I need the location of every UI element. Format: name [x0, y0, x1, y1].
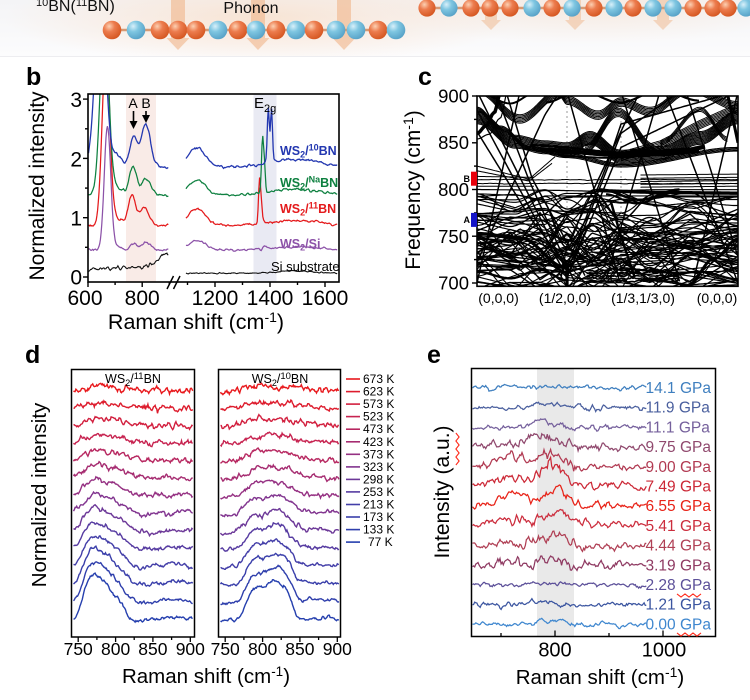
svg-text:850: 850 — [438, 132, 469, 153]
svg-text:(1/3,1/3,0): (1/3,1/3,0) — [611, 290, 675, 306]
svg-text:A: A — [128, 95, 138, 111]
svg-text:9.75 GPa: 9.75 GPa — [646, 439, 712, 456]
svg-text:900: 900 — [176, 639, 205, 659]
svg-text:WS2/11BN: WS2/11BN — [105, 371, 161, 388]
svg-text:2.28 GPa: 2.28 GPa — [646, 577, 712, 594]
svg-text:3.19 GPa: 3.19 GPa — [646, 557, 712, 574]
svg-text:11.9 GPa: 11.9 GPa — [646, 400, 711, 417]
svg-text:600: 600 — [67, 287, 102, 310]
svg-text:7.49 GPa: 7.49 GPa — [646, 479, 712, 496]
svg-text:1200: 1200 — [192, 287, 239, 310]
svg-text:850: 850 — [285, 639, 314, 659]
svg-text:800: 800 — [538, 640, 571, 662]
svg-text:Normalized intensity: Normalized intensity — [26, 91, 49, 281]
svg-text:Raman shift (cm-1): Raman shift (cm-1) — [122, 664, 290, 688]
svg-text:11.1 GPa: 11.1 GPa — [646, 419, 711, 436]
svg-text:3: 3 — [70, 89, 82, 112]
svg-text:0: 0 — [70, 267, 82, 290]
svg-text:750: 750 — [211, 639, 240, 659]
svg-text:253 K: 253 K — [363, 485, 394, 499]
svg-text:850: 850 — [138, 639, 167, 659]
svg-text:473 K: 473 K — [363, 422, 394, 436]
svg-text:Phonon: Phonon — [223, 0, 278, 17]
svg-text:700: 700 — [438, 273, 469, 294]
svg-text:800: 800 — [438, 179, 469, 200]
svg-text:298 K: 298 K — [363, 472, 394, 486]
svg-text:6.55 GPa: 6.55 GPa — [646, 498, 712, 515]
svg-text:b: b — [26, 63, 41, 91]
svg-text:523 K: 523 K — [363, 410, 394, 424]
svg-text:173 K: 173 K — [363, 510, 394, 524]
svg-text:Normalized intensity: Normalized intensity — [28, 402, 51, 587]
svg-text:WS2/11BN: WS2/11BN — [280, 201, 336, 218]
svg-text:900: 900 — [438, 86, 469, 107]
svg-text:Raman shift (cm-1): Raman shift (cm-1) — [516, 664, 685, 689]
svg-text:10BN(11BN): 10BN(11BN) — [36, 0, 115, 15]
svg-text:1000: 1000 — [642, 640, 687, 662]
svg-text:B: B — [141, 95, 150, 111]
svg-text:623 K: 623 K — [363, 385, 394, 399]
svg-text:(1/2,0,0): (1/2,0,0) — [539, 290, 591, 306]
svg-text:0.00 GPa: 0.00 GPa — [646, 616, 712, 633]
svg-text:(0,0,0): (0,0,0) — [697, 290, 737, 306]
svg-text:d: d — [25, 341, 40, 369]
svg-text:Raman shift (cm-1): Raman shift (cm-1) — [108, 309, 284, 334]
svg-text:9.00 GPa: 9.00 GPa — [646, 459, 712, 476]
svg-text:Frequency (cm-1): Frequency (cm-1) — [400, 110, 425, 270]
svg-text:423 K: 423 K — [363, 435, 394, 449]
svg-text:c: c — [418, 63, 432, 91]
svg-text:e: e — [427, 341, 441, 369]
svg-text:14.1 GPa: 14.1 GPa — [646, 380, 712, 397]
svg-text:800: 800 — [101, 639, 130, 659]
svg-text:673 K: 673 K — [363, 372, 394, 386]
svg-text:800: 800 — [125, 287, 160, 310]
svg-text:750: 750 — [64, 639, 93, 659]
svg-text:2: 2 — [70, 149, 82, 172]
svg-text:323 K: 323 K — [363, 460, 394, 474]
svg-text:4.44 GPa: 4.44 GPa — [646, 538, 712, 555]
svg-text:213 K: 213 K — [363, 498, 394, 512]
svg-text:1600: 1600 — [302, 287, 349, 310]
svg-text:WS2/Si: WS2/Si — [280, 237, 320, 253]
svg-text:800: 800 — [248, 639, 277, 659]
svg-text:573 K: 573 K — [363, 397, 394, 411]
svg-text:1400: 1400 — [247, 287, 294, 310]
svg-text:WS2/10BN: WS2/10BN — [280, 143, 337, 160]
svg-text:Intensity (a.u.): Intensity (a.u.) — [431, 425, 454, 558]
svg-text:900: 900 — [323, 639, 352, 659]
svg-text:WS2/NaBN: WS2/NaBN — [280, 175, 338, 192]
svg-text:A: A — [464, 215, 471, 225]
svg-text:373 K: 373 K — [363, 447, 394, 461]
svg-text:(0,0,0): (0,0,0) — [478, 290, 518, 306]
svg-text:77 K: 77 K — [368, 535, 393, 549]
svg-text:WS2/10BN: WS2/10BN — [252, 371, 309, 388]
svg-text:1: 1 — [70, 208, 82, 231]
svg-text:5.41 GPa: 5.41 GPa — [646, 518, 712, 535]
svg-text:750: 750 — [438, 226, 469, 247]
svg-text:1.21 GPa: 1.21 GPa — [646, 597, 712, 614]
svg-text:Si substrate: Si substrate — [271, 259, 340, 274]
svg-text:133 K: 133 K — [363, 523, 394, 537]
svg-text:B: B — [464, 174, 471, 184]
